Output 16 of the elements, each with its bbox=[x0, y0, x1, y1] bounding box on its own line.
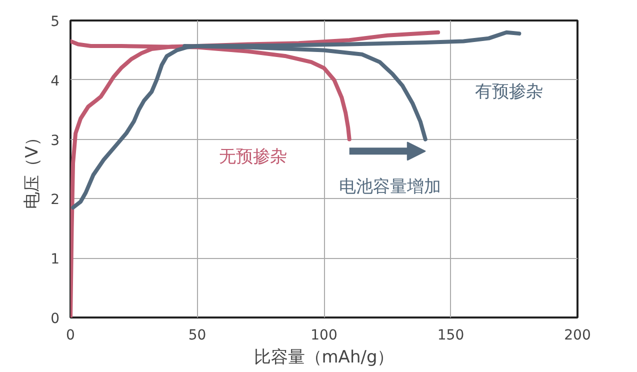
x-tick-label: 0 bbox=[66, 328, 75, 344]
annotation: 电池容量增加 bbox=[338, 176, 441, 197]
x-tick-label: 50 bbox=[188, 328, 206, 344]
x-tick-label: 200 bbox=[564, 328, 591, 344]
x-axis-title: 比容量（mAh/g） bbox=[254, 348, 394, 368]
y-tick-label: 0 bbox=[50, 311, 60, 327]
annotation: 无预掺杂 bbox=[219, 147, 288, 168]
x-tick-label: 100 bbox=[310, 328, 338, 344]
y-tick-label: 2 bbox=[50, 192, 60, 208]
y-axis-title: 电压（V） bbox=[22, 129, 43, 209]
annotation: 有预掺杂 bbox=[475, 82, 544, 102]
y-tick-label: 5 bbox=[50, 14, 60, 30]
x-tick-label: 150 bbox=[437, 328, 464, 344]
y-tick-label: 3 bbox=[50, 132, 60, 149]
y-tick-label: 1 bbox=[50, 252, 60, 268]
y-tick-label: 4 bbox=[50, 73, 60, 90]
